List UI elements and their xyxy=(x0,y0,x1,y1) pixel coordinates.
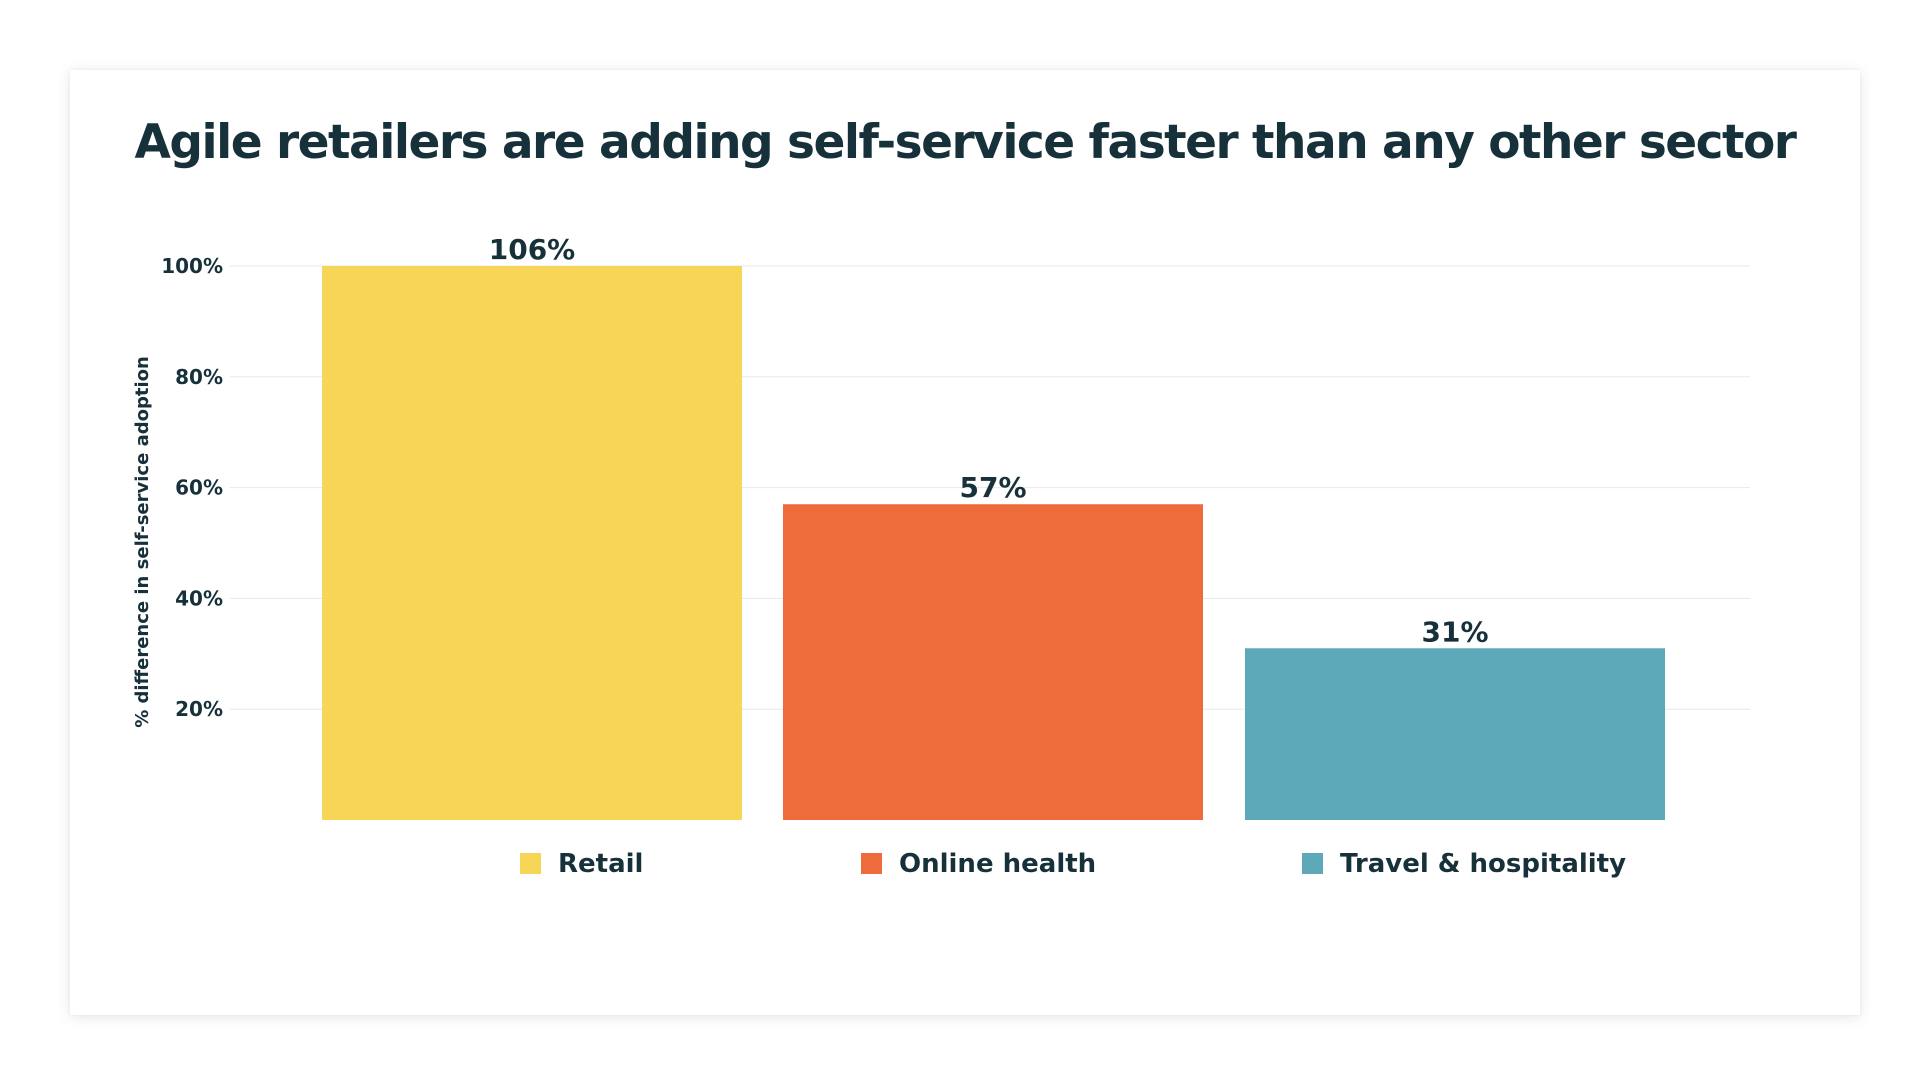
legend-swatch-travel-hospitality xyxy=(1302,853,1323,874)
y-tick-label-20: 20% xyxy=(175,697,223,721)
y-tick-label-40: 40% xyxy=(175,586,223,610)
data-label-travel-hospitality: 31% xyxy=(1421,615,1488,648)
chart-title: Agile retailers are adding self-service … xyxy=(134,115,1797,170)
bar-online-health xyxy=(783,504,1203,820)
data-labels: 106% 57% 31% xyxy=(489,233,1489,648)
legend-label-online-health: Online health xyxy=(899,849,1096,879)
y-tick-label-60: 60% xyxy=(175,476,223,500)
legend: Retail Online health Travel & hospitality xyxy=(520,849,1626,879)
bar-travel-hospitality xyxy=(1245,648,1665,820)
data-label-online-health: 57% xyxy=(959,471,1026,504)
data-label-retail: 106% xyxy=(489,233,576,266)
y-axis-label-group: % difference in self-service adoption xyxy=(132,356,153,728)
legend-swatch-retail xyxy=(520,853,541,874)
y-tick-label-80: 80% xyxy=(175,365,223,389)
y-tick-label-100: 100% xyxy=(161,254,223,278)
legend-label-retail: Retail xyxy=(558,849,643,879)
y-axis-ticks: 20% 40% 60% 80% 100% xyxy=(161,254,223,721)
y-axis-label: % difference in self-service adoption xyxy=(132,356,153,728)
bar-chart: 20% 40% 60% 80% 100% % difference in self-se… xyxy=(132,233,1750,879)
bars xyxy=(322,266,1665,820)
legend-swatch-online-health xyxy=(861,853,882,874)
bar-retail xyxy=(322,266,742,820)
legend-label-travel-hospitality: Travel & hospitality xyxy=(1340,849,1626,879)
chart-card: Agile retailers are adding self-service … xyxy=(70,70,1860,1015)
